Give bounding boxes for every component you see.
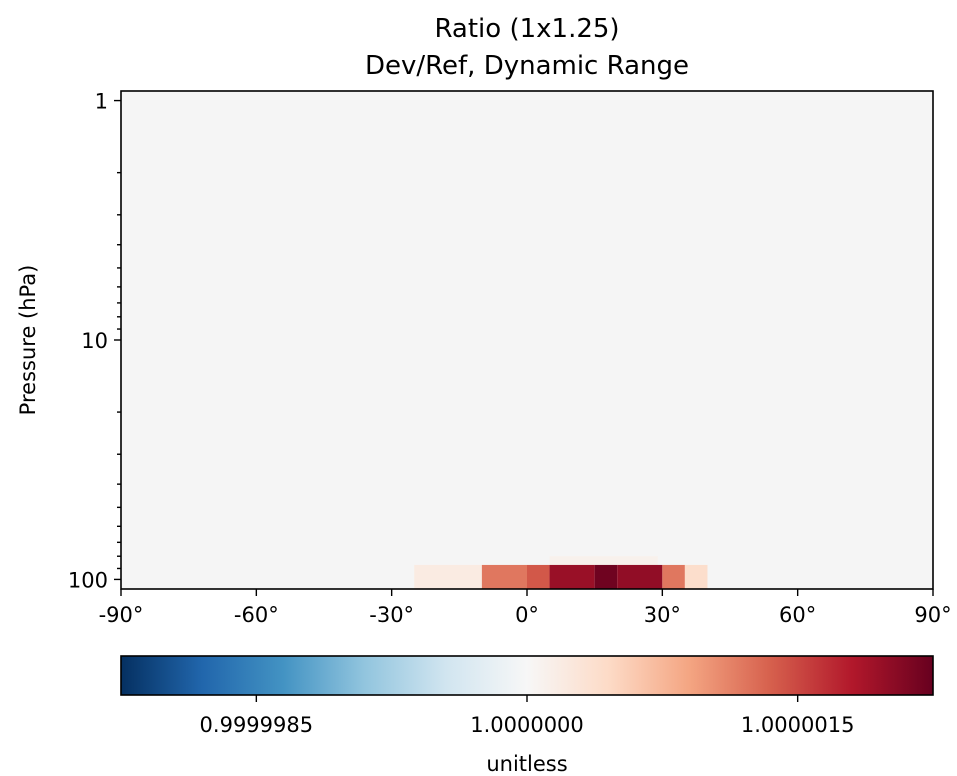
x-tick-label: -30° [369, 603, 414, 627]
heatmap-cell-8 [684, 564, 708, 589]
y-tick-label: 1 [95, 90, 108, 114]
colorbar [121, 656, 933, 695]
x-tick-label: -90° [99, 603, 144, 627]
x-tick-label: 0° [515, 603, 539, 627]
x-axis: -90° -60° -30° 0° 30° 60° 90° [99, 589, 952, 627]
heatmap-cell-3 [527, 564, 550, 589]
colorbar-ticks: 0.9999985 1.0000000 1.0000015 [200, 695, 855, 737]
x-tick-label: 30° [644, 603, 681, 627]
y-axis-label: Pressure (hPa) [16, 265, 40, 416]
heatmap-cell-4 [549, 564, 595, 589]
heatmap-cell-7 [662, 564, 685, 589]
colorbar-tick-label: 0.9999985 [200, 713, 314, 737]
y-axis: 1 10 100 [68, 90, 121, 592]
chart-title: Ratio (1x1.25) [434, 14, 619, 44]
x-tick-label: 60° [779, 603, 816, 627]
heatmap-cells [414, 556, 708, 589]
x-tick-label: 90° [914, 603, 951, 627]
colorbar-tick-label: 1.0000000 [470, 713, 584, 737]
plot-background [121, 91, 933, 589]
colorbar-tick-label: 1.0000015 [741, 713, 855, 737]
heatmap-cell-1 [414, 564, 482, 589]
heatmap-cell-2 [481, 564, 527, 589]
x-tick-label: -60° [234, 603, 279, 627]
colorbar-label: unitless [486, 752, 567, 776]
heatmap-cell-6 [617, 564, 663, 589]
y-tick-label: 10 [81, 329, 108, 353]
chart-subtitle: Dev/Ref, Dynamic Range [365, 51, 689, 81]
y-tick-label: 100 [68, 568, 108, 592]
heatmap-cell-5 [594, 564, 618, 589]
plot-frame [120, 90, 934, 590]
